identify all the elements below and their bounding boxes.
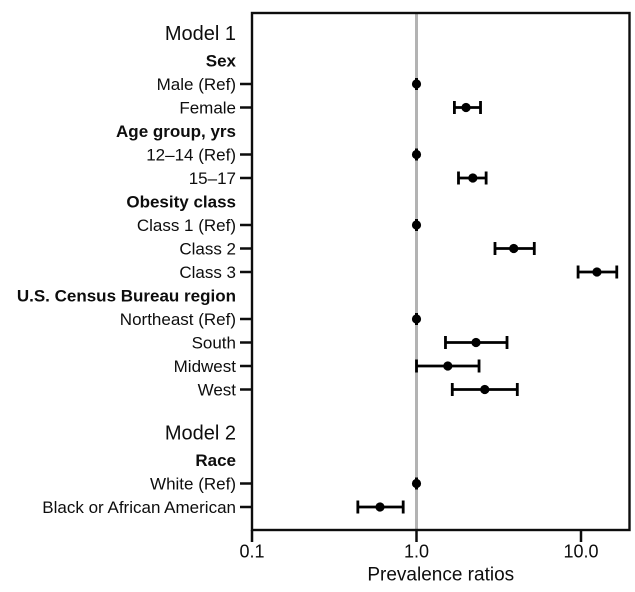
group-header-label: Race [195, 451, 236, 470]
data-point [411, 220, 422, 230]
row-label: Midwest [174, 357, 237, 376]
group-header-label: Obesity class [126, 192, 236, 211]
data-point [411, 149, 422, 160]
row-label: Northeast (Ref) [120, 310, 236, 329]
data-point [468, 173, 478, 183]
row-label: 12–14 (Ref) [146, 145, 236, 164]
group-header-label: Age group, yrs [116, 122, 236, 141]
data-point [411, 478, 422, 489]
x-axis-tick-label: 10.0 [563, 541, 598, 561]
group-header-label: U.S. Census Bureau region [17, 286, 236, 305]
x-axis-tick-label: 0.1 [239, 541, 264, 561]
row-label: Male (Ref) [157, 75, 236, 94]
row-label: Class 2 [179, 239, 236, 258]
plot-frame [250, 11, 631, 532]
row-label: West [198, 380, 237, 399]
x-axis-title: Prevalence ratios [367, 565, 514, 586]
row-label: Class 1 (Ref) [137, 216, 236, 235]
row-label: South [192, 333, 236, 352]
data-point [461, 102, 471, 113]
row-label: Class 3 [179, 263, 236, 282]
data-point [471, 337, 481, 348]
data-point [375, 502, 385, 512]
row-label: 15–17 [189, 169, 236, 188]
data-point [411, 314, 422, 324]
row-label: White (Ref) [150, 474, 236, 493]
data-point [480, 384, 490, 395]
model-label: Model 2 [165, 423, 236, 445]
data-point [509, 243, 519, 254]
data-point [592, 267, 602, 277]
data-point [443, 361, 453, 371]
model-label: Model 1 [165, 23, 236, 45]
row-label: Black or African American [42, 498, 236, 517]
data-point [411, 79, 422, 89]
group-header-label: Sex [206, 51, 237, 70]
x-axis-tick-label: 1.0 [404, 541, 429, 561]
row-label: Female [179, 98, 236, 117]
